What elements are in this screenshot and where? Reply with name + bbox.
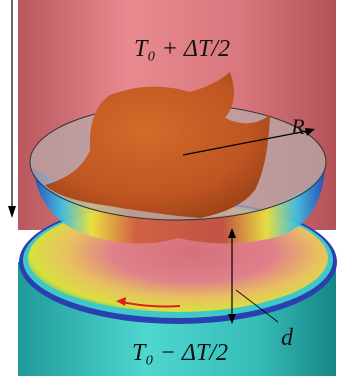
top-temperature: T₀ + ΔT/2 <box>134 36 230 62</box>
radius-label: R <box>290 114 305 139</box>
gap-label: d <box>281 325 294 351</box>
bottom-temperature: T₀ − ΔT/2 <box>132 340 228 366</box>
figure: T₀ + ΔT/2 R d T₀ − ΔT/2 <box>0 0 342 376</box>
margin <box>0 0 18 376</box>
